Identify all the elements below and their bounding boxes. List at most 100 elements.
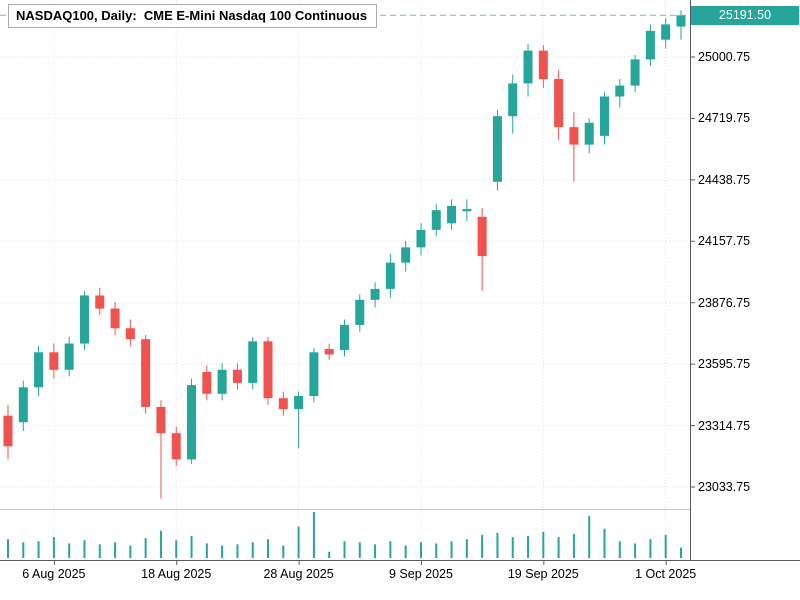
candle <box>95 295 105 309</box>
volume-bar <box>542 531 545 558</box>
candle <box>339 324 349 351</box>
candle <box>232 369 242 383</box>
candle <box>661 24 671 40</box>
candle <box>202 371 212 394</box>
volume-bar <box>236 544 239 558</box>
candle <box>294 396 304 410</box>
volume-bar <box>22 542 25 558</box>
candle <box>187 385 197 460</box>
volume-bar <box>251 542 254 558</box>
volume-bar <box>98 544 101 558</box>
volume-bar <box>312 512 315 558</box>
time-axis-label: 18 Aug 2025 <box>141 567 212 581</box>
volume-bar <box>297 526 300 558</box>
candle <box>324 349 334 355</box>
time-axis-label: 28 Aug 2025 <box>263 567 334 581</box>
candle <box>630 59 640 86</box>
candle <box>125 328 135 340</box>
chart-title: NASDAQ100, Daily: CME E-Mini Nasdaq 100 … <box>8 4 378 28</box>
volume-bar <box>343 541 346 558</box>
volume-bar <box>267 539 270 558</box>
volume-bar <box>419 542 422 558</box>
candle <box>278 398 288 410</box>
candle <box>385 262 395 289</box>
candle <box>569 127 579 145</box>
candle <box>141 339 151 407</box>
volume-bar <box>358 542 361 558</box>
volume-bar <box>527 536 530 558</box>
candle <box>34 352 44 388</box>
candle <box>523 50 533 84</box>
volume-bar <box>603 528 606 558</box>
candle <box>110 308 120 329</box>
grid <box>0 0 690 560</box>
candle <box>600 96 610 136</box>
volume-bar <box>496 532 499 558</box>
volume-bar <box>511 537 514 558</box>
time-axis[interactable]: 6 Aug 2025 18 Aug 2025 28 Aug 2025 9 Sep 20… <box>0 560 800 600</box>
candle <box>508 83 518 117</box>
current-price-tag: 25191.50 <box>691 5 799 25</box>
candle <box>584 122 594 145</box>
volume-bar <box>37 541 40 558</box>
volume-bar <box>328 551 331 558</box>
candle <box>676 15 686 27</box>
candle <box>477 216 487 257</box>
candle <box>64 343 74 370</box>
volume-bar <box>83 540 86 558</box>
candle <box>248 341 258 383</box>
volume-bar <box>634 543 637 558</box>
volume-bar <box>221 545 224 558</box>
candle <box>447 205 457 224</box>
volume-bar <box>114 542 117 558</box>
volume-bar <box>404 545 407 558</box>
volume-bar <box>557 537 560 558</box>
volume-bar <box>374 544 377 558</box>
volume-bar <box>572 533 575 558</box>
volume-bar <box>450 541 453 558</box>
price-axis-label: 24438.75 <box>698 172 751 187</box>
candles-layer <box>3 10 686 499</box>
candle <box>538 50 548 80</box>
volume-bar <box>618 541 621 558</box>
price-axis-label: 23595.75 <box>698 357 751 372</box>
volume-bar <box>129 545 132 558</box>
volume-bar <box>205 543 208 558</box>
time-axis-label: 6 Aug 2025 <box>22 567 86 581</box>
volume-bar <box>649 539 652 558</box>
candle <box>18 387 28 423</box>
price-axis[interactable]: 25000.75 24719.75 24438.75 24157.75 23876.75… <box>690 0 800 560</box>
time-axis-label: 1 Oct 2025 <box>635 567 697 581</box>
volume-bar <box>435 543 438 558</box>
candle <box>49 352 59 370</box>
time-axis-label: 9 Sep 2025 <box>388 567 453 581</box>
candle <box>370 288 380 300</box>
axes <box>0 0 800 565</box>
price-axis-label: 23876.75 <box>698 295 751 310</box>
candle <box>171 433 181 460</box>
volume-bar <box>175 540 178 558</box>
volume-bar <box>588 516 591 558</box>
candle <box>355 299 365 325</box>
volume-bar <box>7 539 9 558</box>
volume-bar <box>159 530 162 558</box>
candle <box>309 352 319 397</box>
candle <box>615 85 625 97</box>
candle <box>3 415 13 447</box>
candle <box>156 406 166 434</box>
price-axis-label: 25000.75 <box>698 50 751 64</box>
candle <box>401 247 411 263</box>
time-axis-label: 19 Sep 2025 <box>507 567 579 581</box>
candle <box>492 116 502 182</box>
candle <box>217 369 227 394</box>
volume-bar <box>190 536 193 558</box>
volume-bar <box>389 541 392 558</box>
candle <box>263 341 273 399</box>
price-axis-label: 24719.75 <box>698 111 751 126</box>
volume-bar <box>144 538 147 558</box>
volume-bar <box>68 543 71 558</box>
volume-bar <box>664 535 667 558</box>
volume-bar <box>679 547 682 558</box>
